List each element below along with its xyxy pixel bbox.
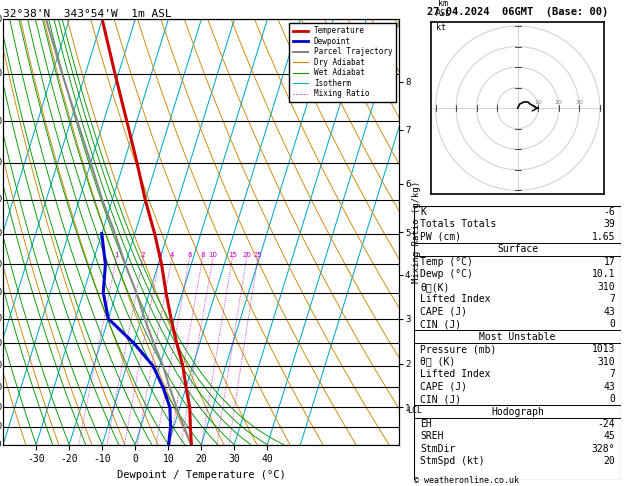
Text: km
ASL: km ASL xyxy=(435,0,450,18)
Text: 8: 8 xyxy=(200,252,205,259)
Text: 17: 17 xyxy=(603,257,615,267)
Text: 27.04.2024  06GMT  (Base: 00): 27.04.2024 06GMT (Base: 00) xyxy=(427,6,608,17)
Text: 10.1: 10.1 xyxy=(592,269,615,279)
Text: 15: 15 xyxy=(228,252,237,259)
X-axis label: Dewpoint / Temperature (°C): Dewpoint / Temperature (°C) xyxy=(117,470,286,480)
Text: -24: -24 xyxy=(598,419,615,429)
Text: 600: 600 xyxy=(0,260,2,269)
Text: 0: 0 xyxy=(610,319,615,329)
Text: Temp (°C): Temp (°C) xyxy=(420,257,473,267)
Text: Hodograph: Hodograph xyxy=(491,406,544,417)
Text: 3: 3 xyxy=(157,252,162,259)
Text: 700: 700 xyxy=(0,314,2,323)
Text: 800: 800 xyxy=(0,362,2,370)
Text: 900: 900 xyxy=(0,403,2,412)
Text: 20: 20 xyxy=(603,456,615,467)
Text: -6: -6 xyxy=(603,207,615,217)
Text: Surface: Surface xyxy=(497,244,538,254)
Text: 450: 450 xyxy=(0,158,2,167)
Text: 310: 310 xyxy=(598,357,615,366)
Text: 20: 20 xyxy=(555,100,563,105)
Text: Totals Totals: Totals Totals xyxy=(420,219,496,229)
Text: © weatheronline.co.uk: © weatheronline.co.uk xyxy=(414,476,519,485)
Text: 4: 4 xyxy=(170,252,174,259)
Text: 950: 950 xyxy=(0,422,2,431)
Text: Dewp (°C): Dewp (°C) xyxy=(420,269,473,279)
Text: 1: 1 xyxy=(114,252,119,259)
Text: 1000: 1000 xyxy=(0,440,2,449)
Text: 650: 650 xyxy=(0,288,2,297)
Text: 6: 6 xyxy=(187,252,192,259)
Text: 10: 10 xyxy=(208,252,218,259)
Text: 0: 0 xyxy=(610,394,615,404)
Text: 1013: 1013 xyxy=(592,344,615,354)
Text: 39: 39 xyxy=(603,219,615,229)
Text: StmSpd (kt): StmSpd (kt) xyxy=(420,456,485,467)
Text: Lifted Index: Lifted Index xyxy=(420,294,491,304)
Text: Lifted Index: Lifted Index xyxy=(420,369,491,379)
Text: SREH: SREH xyxy=(420,432,443,441)
Text: StmDir: StmDir xyxy=(420,444,455,454)
Text: kt: kt xyxy=(435,23,445,32)
Text: LCL: LCL xyxy=(408,406,422,415)
Text: θᴇ (K): θᴇ (K) xyxy=(420,357,455,366)
Text: 1.65: 1.65 xyxy=(592,232,615,242)
Text: PW (cm): PW (cm) xyxy=(420,232,461,242)
Text: CAPE (J): CAPE (J) xyxy=(420,382,467,392)
Text: 300: 300 xyxy=(0,15,2,24)
Text: 400: 400 xyxy=(0,117,2,125)
Text: 30: 30 xyxy=(576,100,583,105)
Text: 310: 310 xyxy=(598,282,615,292)
Text: θᴇ(K): θᴇ(K) xyxy=(420,282,450,292)
Text: CAPE (J): CAPE (J) xyxy=(420,307,467,317)
Text: 10: 10 xyxy=(534,100,542,105)
Text: 350: 350 xyxy=(0,69,2,78)
Text: 850: 850 xyxy=(0,383,2,392)
Text: EH: EH xyxy=(420,419,432,429)
Text: 500: 500 xyxy=(0,195,2,205)
Text: 43: 43 xyxy=(603,382,615,392)
Text: CIN (J): CIN (J) xyxy=(420,394,461,404)
Text: 20: 20 xyxy=(242,252,251,259)
Text: 550: 550 xyxy=(0,229,2,238)
Text: 45: 45 xyxy=(603,432,615,441)
Text: 2: 2 xyxy=(141,252,145,259)
Legend: Temperature, Dewpoint, Parcel Trajectory, Dry Adiabat, Wet Adiabat, Isotherm, Mi: Temperature, Dewpoint, Parcel Trajectory… xyxy=(289,23,396,102)
Text: CIN (J): CIN (J) xyxy=(420,319,461,329)
Text: 7: 7 xyxy=(610,369,615,379)
Y-axis label: Mixing Ratio (g/kg): Mixing Ratio (g/kg) xyxy=(412,181,421,283)
Text: Most Unstable: Most Unstable xyxy=(479,331,556,342)
Text: 750: 750 xyxy=(0,339,2,347)
Text: Pressure (mb): Pressure (mb) xyxy=(420,344,496,354)
Text: 32°38'N  343°54'W  1m ASL: 32°38'N 343°54'W 1m ASL xyxy=(3,9,172,18)
Text: 25: 25 xyxy=(253,252,262,259)
Text: 328°: 328° xyxy=(592,444,615,454)
Text: 7: 7 xyxy=(610,294,615,304)
Text: 43: 43 xyxy=(603,307,615,317)
Text: K: K xyxy=(420,207,426,217)
